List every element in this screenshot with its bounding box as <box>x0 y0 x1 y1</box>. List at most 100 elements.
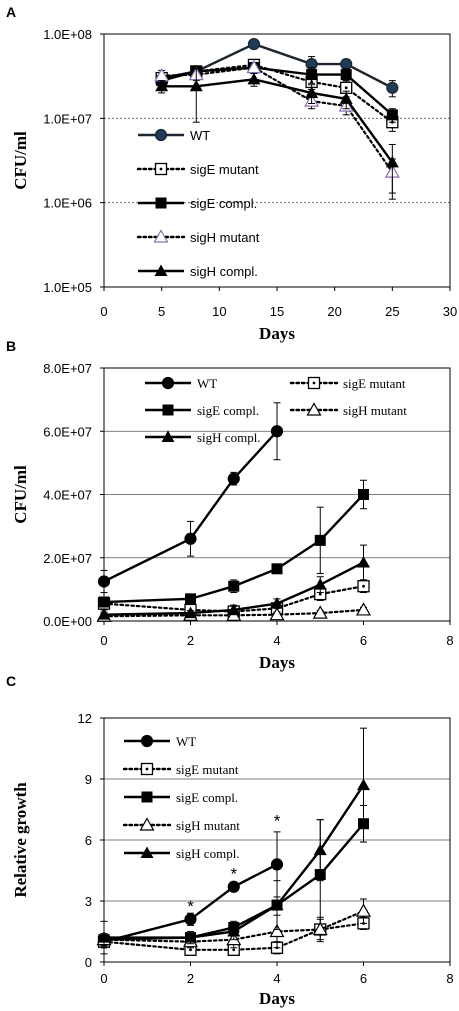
legend-label: sigE compl. <box>190 196 257 211</box>
legend-swatch-marker <box>140 762 154 776</box>
series-line <box>161 78 394 164</box>
y-tick-label: 6 <box>85 833 92 848</box>
x-axis-title: Days <box>259 653 295 672</box>
data-point <box>312 921 328 936</box>
x-tick-label: 0 <box>100 304 107 319</box>
marker-dot <box>362 584 365 588</box>
legend-item: sigE compl. <box>145 403 259 418</box>
data-point <box>314 534 326 546</box>
panel-label: C <box>6 673 16 689</box>
series-sigh-mutant <box>96 898 372 949</box>
series-sigh-compl <box>155 67 399 200</box>
data-point <box>357 580 370 593</box>
legend-label: WT <box>176 734 196 749</box>
chart-panel-a: A 1.0E+05 1.0E+06 1.0E+07 1.0E+08 0 5 10 15 20 25 3… <box>6 4 457 343</box>
data-point <box>340 57 353 71</box>
x-axis-title: Days <box>259 324 295 343</box>
legend-swatch-marker <box>154 128 168 142</box>
legend-item: sigE mutant <box>122 762 239 777</box>
x-tick-label: 20 <box>327 304 341 319</box>
data-point <box>355 903 372 917</box>
y-tick-label: 0 <box>85 955 92 970</box>
legend-swatch-marker <box>306 402 322 416</box>
significance-mark: * <box>187 897 194 916</box>
legend-swatch-marker <box>161 376 175 390</box>
data-point <box>247 72 261 85</box>
y-tick-label: 4.0E+07 <box>43 488 92 503</box>
data-point <box>97 608 111 620</box>
legend-label: sigH mutant <box>190 230 260 245</box>
marker-dot <box>232 948 236 952</box>
data-point <box>270 858 284 871</box>
legend-swatch-marker <box>307 376 321 390</box>
data-point <box>357 555 370 568</box>
legend-item: sigH compl. <box>138 264 258 279</box>
data-point <box>312 605 328 619</box>
marker-dot <box>318 592 322 596</box>
x-tick-label: 25 <box>385 304 399 319</box>
y-tick-label: 1.0E+07 <box>43 111 92 126</box>
legend: WT sigE compl. sigH compl. sigE mutant sigH … <box>145 376 407 445</box>
legend-label: sigH mutant <box>176 818 240 833</box>
data-point <box>340 69 352 81</box>
legend-label: sigE compl. <box>197 403 259 418</box>
y-tick-label: 0.0E+00 <box>43 614 92 629</box>
series-line <box>160 66 394 174</box>
data-point <box>313 578 327 590</box>
data-point <box>271 563 283 575</box>
data-point <box>184 532 197 545</box>
data-point <box>358 489 369 500</box>
panel-label: B <box>6 338 16 354</box>
data-point <box>306 69 318 81</box>
legend-item: sigH mutant <box>122 817 240 833</box>
data-point <box>184 931 197 943</box>
y-tick-label: 12 <box>78 711 92 726</box>
legend-label: sigH compl. <box>190 264 258 279</box>
marker-dot <box>145 767 149 771</box>
legend-item: WT <box>124 734 196 749</box>
legend-swatch-marker <box>161 430 175 442</box>
data-point <box>270 898 284 911</box>
data-point <box>305 86 319 98</box>
data-point <box>189 79 203 92</box>
series-line <box>104 784 365 939</box>
legend-item: sigH mutant <box>136 229 260 245</box>
y-tick-label: 3 <box>85 894 92 909</box>
data-point <box>227 925 241 937</box>
data-point <box>185 593 196 605</box>
legend-label: sigH compl. <box>197 430 261 445</box>
x-tick-label: 6 <box>360 633 367 648</box>
data-point <box>386 109 398 121</box>
data-point <box>270 425 284 438</box>
marker-dot <box>189 948 192 952</box>
data-point <box>155 79 169 92</box>
series-line <box>103 863 278 943</box>
series-line <box>161 66 394 116</box>
data-point <box>247 37 261 51</box>
series-wt <box>97 402 284 594</box>
legend-swatch-marker <box>139 817 155 831</box>
legend-item: sigH compl. <box>145 430 261 445</box>
series-line <box>102 910 365 943</box>
series-sigh-compl <box>97 727 370 955</box>
significance-mark: * <box>274 812 281 831</box>
legend-item: sigH compl. <box>124 846 240 861</box>
panel-label: A <box>6 4 16 20</box>
legend-item: sigE compl. <box>124 790 238 805</box>
legend-swatch-marker <box>141 791 153 803</box>
x-tick-label: 4 <box>273 633 280 648</box>
data-point <box>227 472 240 485</box>
x-tick-label: 15 <box>270 304 284 319</box>
series-line <box>103 561 365 616</box>
legend-item: sigH mutant <box>289 402 407 418</box>
series-line <box>102 608 365 618</box>
y-axis-title: CFU/ml <box>11 131 30 190</box>
legend-item: WT <box>145 376 217 391</box>
data-point <box>385 155 399 168</box>
legend: WT sigE mutant sigE compl. sigH mutant sigH … <box>136 128 260 279</box>
x-tick-label: 30 <box>443 304 457 319</box>
legend-item: WT <box>138 128 210 143</box>
data-point <box>357 778 370 791</box>
data-point <box>339 92 353 104</box>
